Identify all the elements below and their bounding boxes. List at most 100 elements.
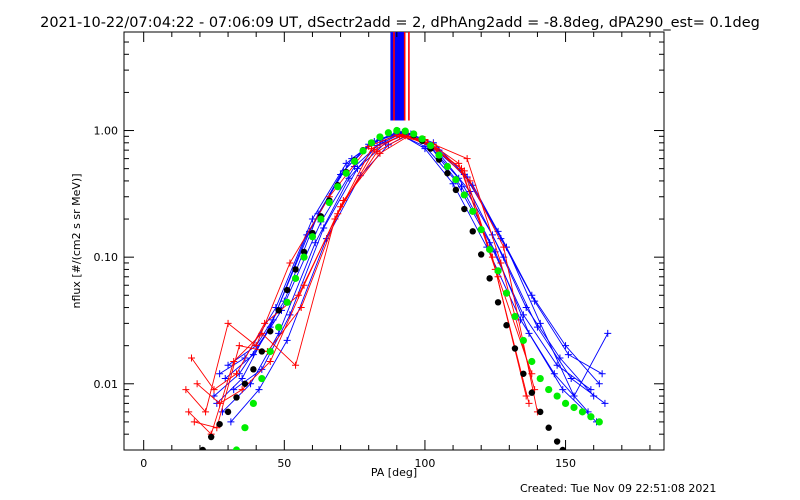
green-fit-point-9	[308, 233, 317, 241]
black-fit-point-8	[267, 328, 274, 335]
series-4-point-12	[601, 399, 609, 407]
x-tick-label-100: 100	[414, 457, 435, 470]
x-tick-label-50: 50	[277, 457, 291, 470]
green-fit-point-2	[249, 399, 257, 408]
series-7-point-8	[469, 181, 477, 189]
green-fit-point-36	[536, 374, 544, 383]
series-5-point-10	[519, 311, 527, 319]
series-2-point-0	[218, 408, 226, 416]
series-2-point-11	[559, 386, 567, 394]
green-fit-point-15	[359, 147, 367, 155]
green-fit-point-17	[376, 133, 384, 141]
series-3-point-12	[595, 380, 603, 388]
green-fit-point-34	[519, 336, 527, 345]
green-fit-point-27	[460, 191, 468, 199]
series-11-point-4	[297, 304, 305, 312]
series-8-point-2	[224, 319, 232, 327]
black-fit-point-11	[292, 266, 299, 273]
y-tick-label-0.10: 0.10	[94, 251, 119, 264]
green-fit-point-12	[334, 183, 342, 191]
series-12-point-10	[500, 243, 508, 251]
series-6-point-1	[249, 351, 257, 359]
series-3-point-0	[224, 361, 232, 369]
green-fit-point-31	[494, 267, 502, 275]
series-12-point-9	[466, 177, 474, 185]
series-7-point-1	[255, 386, 263, 394]
black-fit-point-37	[511, 345, 519, 352]
series-8-point-0	[182, 386, 190, 394]
green-fit-point-0	[232, 446, 241, 450]
series-4-point-11	[567, 375, 575, 383]
green-fit-point-14	[351, 157, 359, 166]
black-fit-point-38	[520, 370, 527, 377]
green-fit-point-40	[570, 403, 578, 412]
green-fit-point-10	[317, 215, 325, 223]
series-line-12	[196, 135, 538, 412]
series-6-point-10	[531, 297, 539, 305]
series-2-point-10	[525, 329, 533, 337]
green-fit-point-38	[553, 392, 561, 400]
series-7-point-12	[604, 329, 612, 337]
black-fit-point-34	[486, 275, 493, 282]
series-8-point-9	[455, 159, 463, 167]
green-fit-point-6	[283, 298, 291, 306]
series-10-point-3	[261, 319, 269, 327]
green-fit-point-22	[418, 135, 426, 143]
series-1-point-10	[522, 304, 530, 312]
series-10-point-0	[188, 354, 195, 362]
black-fit-point-5	[241, 380, 249, 387]
series-1-point-3	[308, 215, 316, 223]
series-5-point-12	[587, 386, 595, 394]
green-fit-point-39	[561, 399, 570, 408]
black-fit-point-7	[258, 348, 266, 355]
series-10-point-2	[233, 370, 240, 378]
series-10-point-1	[210, 386, 218, 394]
black-fit-point-12	[300, 248, 308, 256]
green-fit-point-4	[266, 347, 274, 356]
green-fit-point-21	[410, 130, 418, 138]
series-1-point-0	[216, 370, 224, 378]
series-7-point-2	[283, 336, 291, 344]
black-fit-point-30	[452, 186, 460, 194]
axes: 0 50 100 150 0.01 0.10 1.00	[94, 31, 664, 470]
x-tick-label-0: 0	[140, 457, 147, 470]
green-fit-point-1	[241, 424, 249, 432]
green-fit-point-32	[502, 289, 511, 297]
y-tick-label-1.00: 1.00	[94, 125, 119, 138]
series-4-point-3	[320, 224, 328, 232]
black-fit-point-4	[233, 394, 240, 401]
black-fit-point-29	[444, 170, 451, 177]
series-6-point-11	[564, 351, 572, 359]
green-fit-point-16	[367, 139, 376, 147]
series-4-point-10	[533, 323, 541, 331]
series-12-point-8	[432, 145, 440, 153]
green-fit-point-37	[545, 385, 553, 394]
green-fit-point-30	[486, 245, 494, 254]
green-fit-point-23	[426, 142, 435, 150]
series-9-point-11	[525, 399, 533, 407]
green-fit-point-5	[275, 323, 283, 331]
series-9-point-4	[292, 361, 300, 369]
black-fit-point-10	[283, 286, 291, 294]
series-7-point-11	[570, 392, 578, 400]
green-fit-point-43	[595, 418, 603, 426]
green-fit-point-13	[342, 169, 350, 177]
series-12-point-7	[404, 132, 412, 140]
green-fit-point-18	[384, 129, 392, 137]
series-7-point-10	[536, 319, 544, 327]
series-5-point-1	[238, 375, 246, 383]
green-fit-point-20	[401, 127, 409, 135]
series-line-9	[188, 135, 530, 436]
series-11-point-0	[190, 418, 198, 426]
green-fit-point-7	[291, 274, 300, 282]
chart-title: 2021-10-22/07:04:22 - 07:06:09 UT, dSect…	[40, 15, 760, 31]
y-axis-label: nflux [#/(cm2 s sr MeV)]	[70, 174, 83, 309]
series-10-point-10	[494, 273, 502, 281]
x-axis-label: PA [deg]	[371, 466, 417, 479]
series-12-point-4	[300, 281, 308, 289]
series-12-point-0	[193, 380, 201, 388]
series-line-10	[191, 134, 533, 391]
green-fit-point-19	[393, 126, 401, 135]
series-9-point-2	[230, 357, 238, 365]
